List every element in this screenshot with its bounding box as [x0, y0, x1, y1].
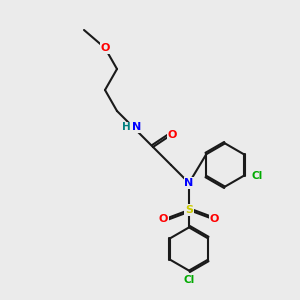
Text: S: S	[185, 205, 193, 215]
Text: N: N	[184, 178, 194, 188]
Text: O: O	[100, 43, 110, 53]
Text: H: H	[122, 122, 131, 133]
Text: O: O	[168, 130, 177, 140]
Text: Cl: Cl	[252, 171, 263, 181]
Text: N: N	[132, 122, 141, 133]
Text: O: O	[159, 214, 168, 224]
Text: Cl: Cl	[183, 274, 195, 285]
Text: O: O	[210, 214, 219, 224]
